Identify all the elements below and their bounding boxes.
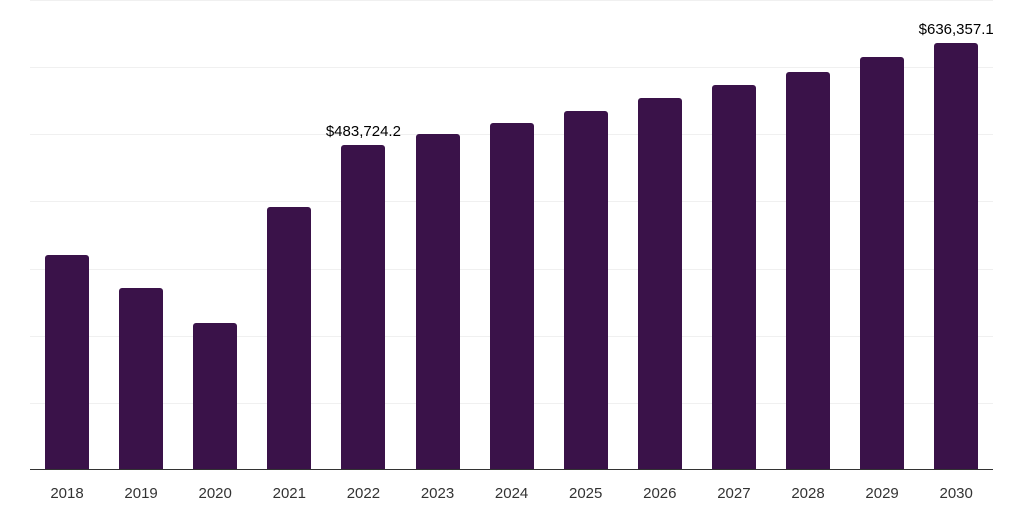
bar-2030[interactable]: [934, 42, 979, 470]
x-tick-label: 2018: [50, 485, 84, 502]
bar-2021[interactable]: [267, 206, 312, 470]
bar-2025[interactable]: [563, 111, 608, 470]
x-tick-label: 2030: [939, 485, 973, 502]
bar-2026[interactable]: [637, 98, 682, 470]
bar-2029[interactable]: [860, 57, 905, 470]
bar-2027[interactable]: [711, 85, 756, 470]
bar-2023[interactable]: [415, 134, 460, 470]
gridline: [30, 0, 993, 1]
bar-2022[interactable]: [341, 145, 386, 470]
x-tick-label: 2028: [791, 485, 825, 502]
gridline: [30, 67, 993, 69]
x-tick-label: 2025: [569, 485, 603, 502]
bar-2024[interactable]: [489, 123, 534, 470]
x-tick-label: 2026: [643, 485, 677, 502]
bar-2028[interactable]: [786, 72, 830, 470]
x-tick-label: 2029: [865, 485, 899, 502]
data-label: $636,357.1: [918, 20, 994, 38]
x-tick-label: 2021: [272, 485, 306, 502]
data-label: $483,724.2: [325, 123, 401, 141]
x-tick-label: 2023: [420, 485, 455, 502]
x-tick-label: 2027: [717, 485, 751, 502]
bar-2019[interactable]: [119, 287, 164, 470]
x-axis-line: [30, 469, 993, 470]
x-tick-label: 2022: [346, 485, 381, 502]
bar-2018[interactable]: [45, 254, 89, 470]
x-tick-label: 2024: [494, 485, 529, 502]
bar-2020[interactable]: [193, 322, 238, 470]
x-tick-label: 2019: [124, 485, 158, 502]
x-tick-label: 2020: [198, 485, 232, 502]
